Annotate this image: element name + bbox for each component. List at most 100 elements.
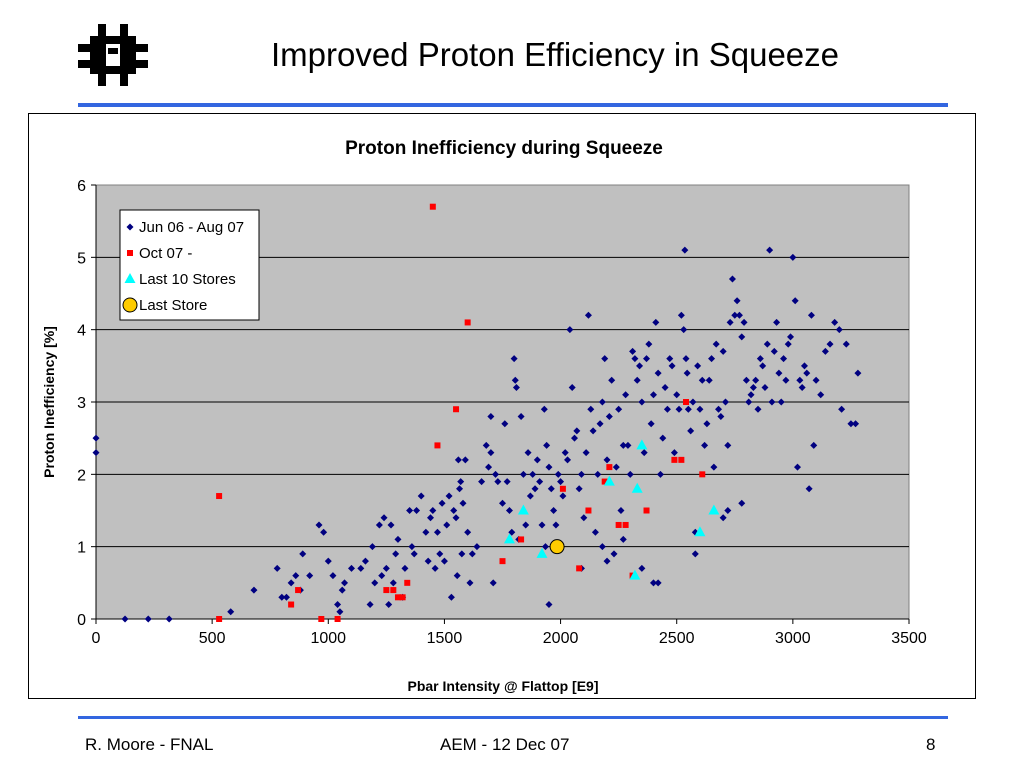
data-point [422, 528, 430, 536]
data-point [775, 369, 783, 377]
data-point [524, 449, 532, 457]
data-point [121, 615, 129, 623]
data-point [329, 572, 337, 580]
legend-label: Jun 06 - Aug 07 [139, 219, 244, 236]
data-point [619, 441, 627, 449]
data-point [615, 405, 623, 413]
data-point [647, 420, 655, 428]
data-point [681, 246, 689, 254]
footer-page-number: 8 [926, 735, 936, 754]
data-point [410, 550, 418, 558]
data-point [745, 398, 753, 406]
data-point [541, 543, 549, 551]
x-tick-label: 2500 [659, 630, 695, 647]
data-point [288, 601, 295, 608]
data-point [789, 253, 797, 261]
data-point [543, 441, 551, 449]
data-point [503, 533, 515, 544]
data-point [738, 333, 746, 341]
x-tick-label: 500 [199, 630, 226, 647]
data-point [468, 550, 476, 558]
data-point [754, 405, 762, 413]
x-axis-label: Pbar Intensity @ Flattop [E9] [407, 678, 598, 694]
data-point [371, 579, 379, 587]
data-point [807, 311, 815, 319]
data-point [436, 550, 444, 558]
data-point [401, 564, 409, 572]
data-point [585, 507, 592, 514]
data-point [663, 405, 671, 413]
data-point [668, 362, 676, 370]
data-point [796, 376, 804, 384]
data-point [499, 558, 506, 565]
data-point [698, 376, 706, 384]
data-point [683, 399, 690, 405]
data-point [719, 514, 727, 522]
data-point [503, 478, 511, 486]
data-point [456, 485, 464, 493]
data-point [357, 564, 365, 572]
data-point [678, 456, 685, 463]
data-point [636, 439, 648, 450]
data-point [838, 405, 846, 413]
data-points [92, 203, 862, 623]
data-point [582, 449, 590, 457]
data-point [724, 441, 732, 449]
data-point [547, 485, 555, 493]
data-point [404, 579, 411, 586]
data-point [447, 593, 455, 601]
data-point [529, 470, 537, 478]
chart-container: Proton Inefficiency during Squeeze 0 1 2 3 4… [28, 113, 976, 699]
data-point [683, 369, 691, 377]
data-point [348, 564, 356, 572]
data-point [464, 319, 471, 326]
data-point [566, 326, 574, 334]
series-2 [503, 439, 720, 580]
legend-label: Last 10 Stores [139, 271, 236, 288]
y-tick-label: 2 [77, 467, 86, 484]
data-point [598, 543, 606, 551]
data-point [684, 405, 692, 413]
data-point [747, 391, 755, 399]
data-point [382, 564, 390, 572]
data-point [821, 347, 829, 355]
data-point [489, 579, 497, 587]
data-point [629, 569, 641, 580]
legend-marker [124, 273, 136, 283]
legend: Jun 06 - Aug 07 Oct 07 - Last 10 Stores Las… [119, 209, 260, 321]
data-point [826, 340, 834, 348]
data-point [584, 311, 592, 319]
chart-title: Proton Inefficiency during Squeeze [345, 138, 663, 159]
data-point [487, 412, 495, 420]
data-point [854, 369, 862, 377]
data-point [577, 470, 585, 478]
data-point [601, 355, 609, 363]
data-point [536, 547, 548, 558]
data-point [721, 398, 729, 406]
data-point [440, 557, 448, 565]
data-point [608, 376, 616, 384]
data-point [810, 441, 818, 449]
data-point [492, 470, 500, 478]
footer-divider [78, 716, 948, 719]
data-point [559, 492, 567, 500]
data-point [561, 449, 569, 457]
data-point [517, 412, 525, 420]
data-point [631, 482, 643, 493]
data-point [550, 507, 558, 514]
data-point [847, 420, 855, 428]
data-point [694, 526, 706, 537]
series-3 [549, 539, 565, 555]
y-tick-label: 3 [77, 395, 86, 412]
data-point [812, 376, 820, 384]
footer-event: AEM - 12 Dec 07 [440, 735, 570, 754]
y-tick-label: 5 [77, 250, 86, 267]
data-point [559, 485, 566, 492]
data-point [216, 616, 223, 622]
data-point [538, 521, 546, 529]
data-point [643, 355, 651, 363]
data-point [545, 601, 553, 609]
data-point [501, 420, 509, 428]
legend-label: Last Store [139, 297, 207, 314]
y-tick-label: 4 [77, 323, 86, 340]
